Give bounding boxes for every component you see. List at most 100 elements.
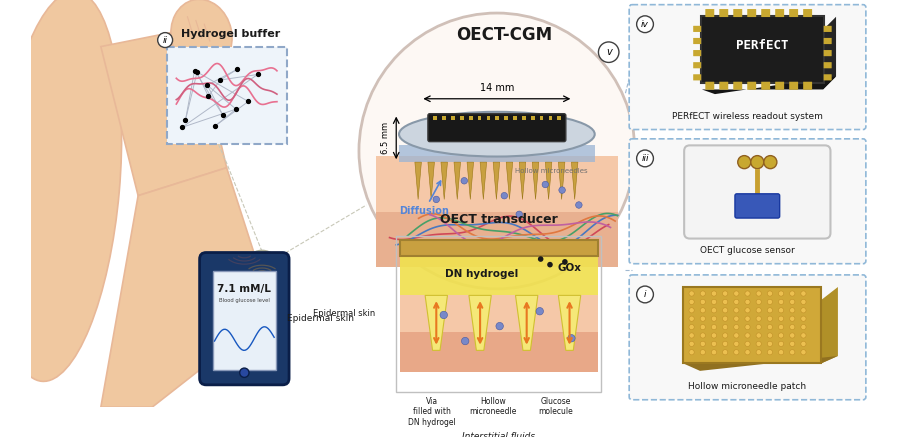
Circle shape (734, 291, 739, 296)
Circle shape (689, 316, 695, 321)
Circle shape (767, 308, 773, 313)
Circle shape (516, 211, 522, 218)
Polygon shape (441, 162, 448, 199)
FancyBboxPatch shape (167, 47, 287, 143)
Circle shape (756, 350, 761, 355)
FancyBboxPatch shape (558, 115, 561, 120)
Circle shape (801, 291, 806, 296)
FancyBboxPatch shape (706, 9, 715, 17)
Circle shape (711, 299, 716, 305)
Circle shape (440, 311, 448, 319)
Circle shape (433, 196, 439, 203)
Polygon shape (546, 162, 552, 199)
Circle shape (767, 291, 773, 296)
Text: Interstitial fluids: Interstitial fluids (462, 432, 536, 437)
Circle shape (496, 323, 503, 330)
Circle shape (756, 324, 761, 329)
Circle shape (689, 324, 695, 329)
Circle shape (745, 299, 750, 305)
Ellipse shape (171, 0, 232, 72)
FancyBboxPatch shape (629, 275, 866, 400)
Circle shape (536, 308, 544, 315)
Polygon shape (469, 295, 491, 350)
Polygon shape (428, 162, 434, 199)
Circle shape (250, 256, 274, 281)
Circle shape (689, 299, 695, 305)
Circle shape (790, 308, 794, 313)
Circle shape (711, 308, 716, 313)
Circle shape (801, 341, 806, 347)
Polygon shape (493, 162, 499, 199)
FancyBboxPatch shape (824, 38, 832, 44)
FancyBboxPatch shape (200, 253, 289, 385)
Polygon shape (558, 295, 581, 350)
Circle shape (745, 291, 750, 296)
Circle shape (700, 350, 706, 355)
Circle shape (734, 324, 739, 329)
Circle shape (767, 350, 773, 355)
FancyBboxPatch shape (693, 62, 701, 68)
FancyBboxPatch shape (775, 82, 785, 90)
Circle shape (767, 299, 773, 305)
Polygon shape (425, 295, 448, 350)
Circle shape (734, 333, 739, 338)
FancyBboxPatch shape (775, 9, 785, 17)
FancyBboxPatch shape (789, 82, 798, 90)
Circle shape (756, 299, 761, 305)
Circle shape (576, 202, 582, 208)
Circle shape (723, 324, 728, 329)
FancyBboxPatch shape (460, 115, 464, 120)
Circle shape (711, 333, 716, 338)
Circle shape (778, 299, 784, 305)
FancyBboxPatch shape (548, 115, 552, 120)
Circle shape (790, 324, 794, 329)
Text: Hollow microneedle patch: Hollow microneedle patch (688, 382, 806, 392)
Circle shape (711, 341, 716, 347)
Circle shape (745, 333, 750, 338)
Circle shape (461, 337, 469, 345)
FancyBboxPatch shape (747, 9, 756, 17)
Text: PERfECT: PERfECT (736, 39, 789, 52)
Circle shape (790, 350, 794, 355)
FancyBboxPatch shape (513, 115, 517, 120)
Text: Hydrogel buffer: Hydrogel buffer (182, 29, 281, 39)
Circle shape (790, 316, 794, 321)
Polygon shape (702, 76, 836, 94)
FancyBboxPatch shape (400, 240, 597, 256)
Text: 14 mm: 14 mm (479, 83, 514, 93)
FancyBboxPatch shape (522, 115, 526, 120)
Polygon shape (506, 162, 513, 199)
FancyBboxPatch shape (469, 115, 473, 120)
Circle shape (538, 256, 544, 262)
FancyBboxPatch shape (824, 74, 832, 80)
Circle shape (700, 324, 706, 329)
FancyBboxPatch shape (684, 146, 831, 239)
Circle shape (562, 259, 568, 265)
Circle shape (801, 333, 806, 338)
Text: 7.1 mM/L: 7.1 mM/L (217, 284, 271, 294)
FancyBboxPatch shape (629, 5, 866, 129)
Text: ii: ii (163, 35, 168, 45)
FancyBboxPatch shape (804, 9, 812, 17)
Polygon shape (101, 28, 227, 196)
Circle shape (723, 291, 728, 296)
Circle shape (723, 350, 728, 355)
Circle shape (801, 324, 806, 329)
Circle shape (689, 341, 695, 347)
Polygon shape (532, 162, 538, 199)
FancyBboxPatch shape (701, 16, 824, 83)
Circle shape (501, 192, 508, 199)
Text: v: v (606, 47, 612, 57)
FancyBboxPatch shape (539, 115, 544, 120)
FancyBboxPatch shape (735, 194, 780, 218)
Circle shape (240, 368, 249, 378)
FancyBboxPatch shape (531, 115, 535, 120)
Text: Glucose
molecule: Glucose molecule (538, 397, 573, 416)
FancyBboxPatch shape (376, 212, 618, 267)
Circle shape (790, 291, 794, 296)
Circle shape (734, 350, 739, 355)
FancyBboxPatch shape (693, 74, 701, 80)
Circle shape (756, 291, 761, 296)
Polygon shape (823, 17, 836, 90)
Circle shape (767, 333, 773, 338)
